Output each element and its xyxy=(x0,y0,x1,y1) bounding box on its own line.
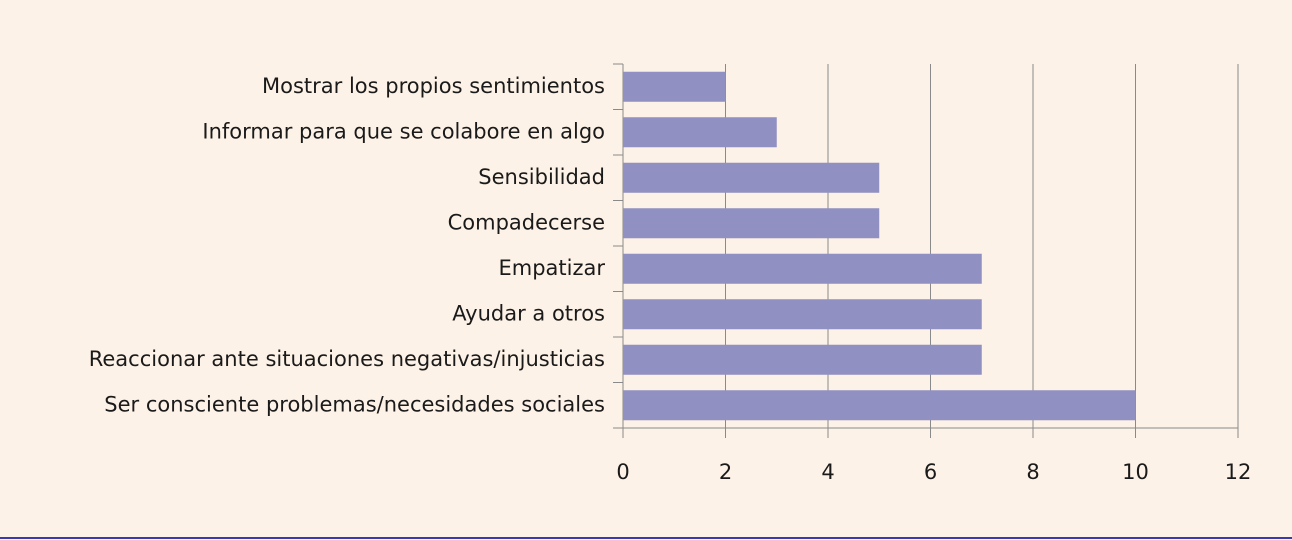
bar xyxy=(623,299,982,330)
y-tick-label: Reaccionar ante situaciones negativas/in… xyxy=(89,347,605,371)
y-tick-label: Empatizar xyxy=(498,256,605,280)
bar xyxy=(623,162,880,193)
bar xyxy=(623,344,982,375)
y-tick-label: Informar para que se colabore en algo xyxy=(202,119,605,143)
y-tick-label: Ser consciente problemas/necesidades soc… xyxy=(104,392,605,416)
x-tick-label: 10 xyxy=(1122,460,1149,484)
y-tick-label: Compadecerse xyxy=(448,210,605,234)
x-tick-label: 8 xyxy=(1026,460,1039,484)
y-tick-label: Mostrar los propios sentimientos xyxy=(262,74,605,98)
bar xyxy=(623,390,1136,421)
bar xyxy=(623,117,777,148)
y-tick-label: Sensibilidad xyxy=(478,165,605,189)
x-tick-label: 2 xyxy=(719,460,732,484)
bar xyxy=(623,208,880,239)
x-tick-label: 6 xyxy=(924,460,937,484)
x-tick-label: 12 xyxy=(1225,460,1252,484)
x-tick-label: 0 xyxy=(616,460,629,484)
bar xyxy=(623,71,726,102)
x-tick-label: 4 xyxy=(821,460,834,484)
bar xyxy=(623,253,982,284)
y-tick-label: Ayudar a otros xyxy=(452,301,605,325)
